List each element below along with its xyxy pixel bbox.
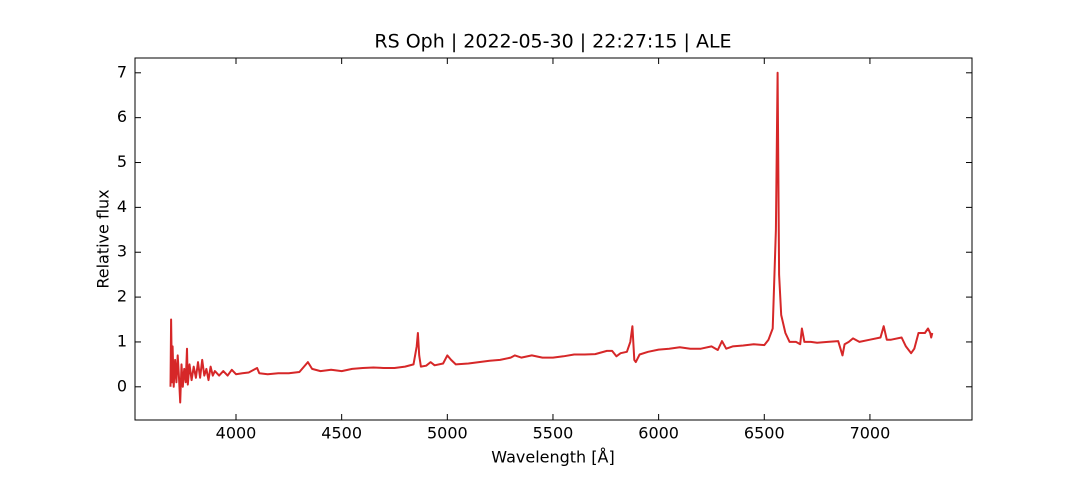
y-tick-label: 4 [117,197,127,216]
y-tick-label: 6 [117,107,127,126]
x-tick-label: 5500 [533,424,574,443]
x-tick-label: 7000 [850,424,891,443]
y-tick-label: 7 [117,62,127,81]
x-tick-label: 4000 [216,424,257,443]
chart-title: RS Oph | 2022-05-30 | 22:27:15 | ALE [374,31,731,53]
x-tick-label: 4500 [321,424,362,443]
y-axis-label: Relative flux [94,189,113,288]
x-tick-label: 6000 [638,424,679,443]
y-tick-label: 1 [117,331,127,350]
spectrum-line [169,71,934,404]
y-tick-label: 2 [117,287,127,306]
y-tick-label: 5 [117,152,127,171]
y-tick-label: 3 [117,242,127,261]
plot-frame [134,57,973,421]
x-axis-label: Wavelength [Å] [491,448,614,467]
x-tick-label: 5000 [427,424,468,443]
y-tick-label: 0 [117,376,127,395]
x-tick-label: 6500 [744,424,785,443]
